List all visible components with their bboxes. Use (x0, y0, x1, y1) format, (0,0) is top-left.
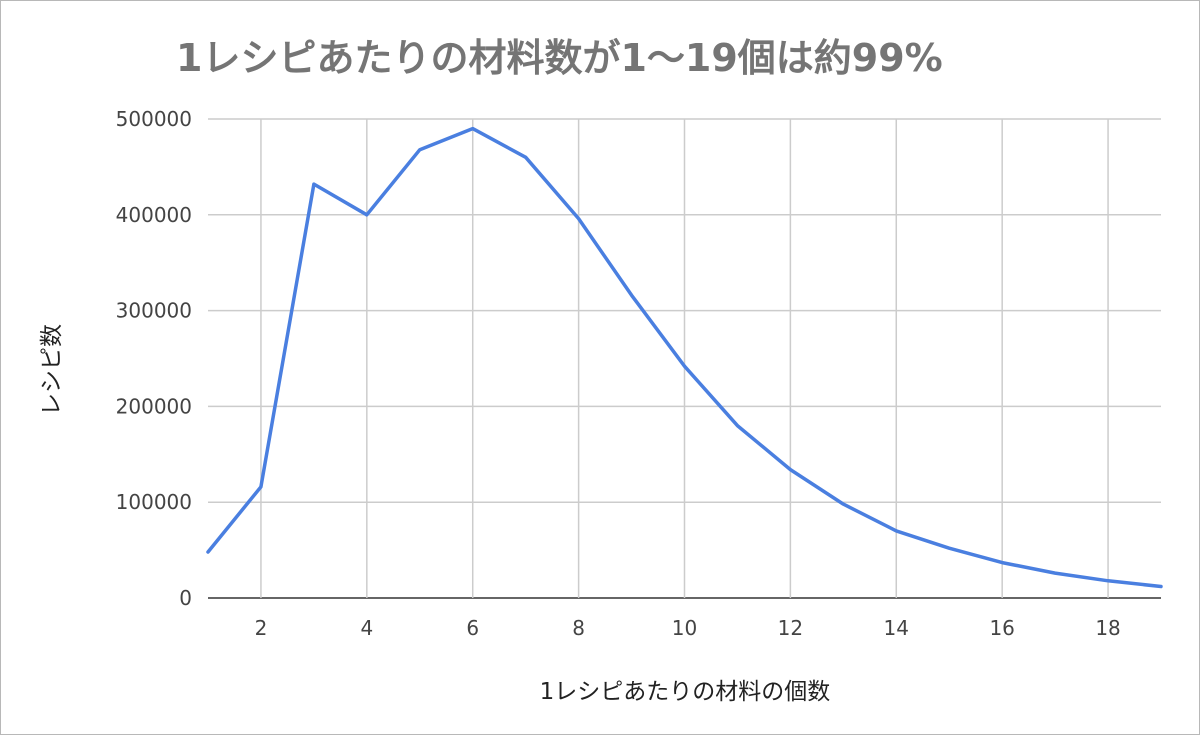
chart-title: 1レシピあたりの材料数が1〜19個は約99% (176, 36, 943, 80)
y-tick-label: 200000 (116, 394, 192, 418)
data-point (1105, 578, 1111, 584)
data-point (1158, 584, 1164, 590)
y-tick-label: 100000 (116, 490, 192, 514)
data-point (417, 147, 423, 153)
x-axis-title: 1レシピあたりの材料の個数 (540, 679, 831, 705)
x-tick-label: 8 (572, 616, 585, 640)
x-tick-label: 6 (466, 616, 479, 640)
data-point (734, 423, 740, 429)
y-tick-label: 400000 (116, 203, 192, 227)
data-point (258, 484, 264, 490)
y-tick-label: 500000 (116, 107, 192, 131)
data-point (840, 501, 846, 507)
series-layer (206, 126, 1163, 589)
data-point (999, 560, 1005, 566)
x-axis-tick-labels: 2 4 6 8 10 12 14 16 18 (255, 616, 1121, 640)
x-tick-label: 2 (255, 616, 268, 640)
x-tick-label: 4 (360, 616, 373, 640)
data-point (1052, 570, 1058, 576)
data-point (787, 467, 793, 473)
data-point (893, 528, 899, 534)
x-tick-label: 16 (989, 616, 1014, 640)
data-point (946, 545, 952, 551)
data-point (311, 181, 317, 187)
data-point (470, 126, 476, 132)
y-tick-label: 300000 (116, 299, 192, 323)
data-point (629, 292, 635, 298)
y-axis-tick-labels: 0 100000 200000 300000 400000 500000 (116, 107, 192, 610)
data-point (682, 363, 688, 369)
series-line (206, 126, 1163, 589)
x-tick-label: 18 (1095, 616, 1120, 640)
data-point (364, 212, 370, 218)
data-point (523, 154, 529, 160)
grid-lines (208, 118, 1161, 599)
x-tick-label: 10 (672, 616, 697, 640)
data-point (576, 216, 582, 222)
x-tick-label: 14 (884, 616, 909, 640)
x-tick-label: 12 (778, 616, 803, 640)
data-point (205, 549, 211, 555)
y-tick-label: 0 (179, 586, 192, 610)
y-axis-title: レシピ数 (39, 324, 65, 416)
